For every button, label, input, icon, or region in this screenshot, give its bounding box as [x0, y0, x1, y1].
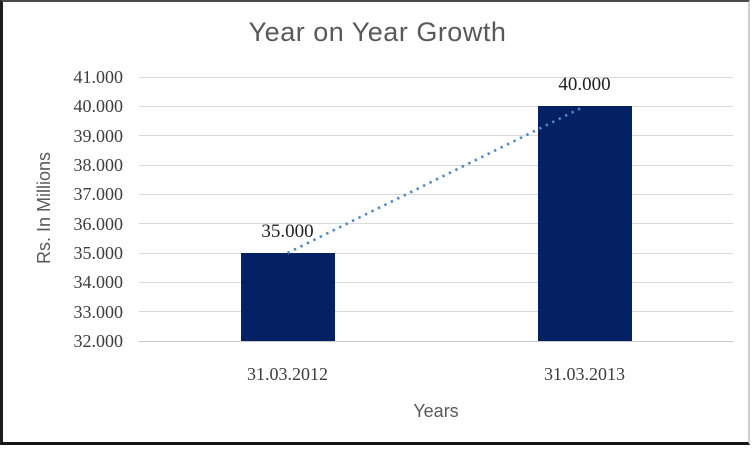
major-gridline — [139, 311, 733, 313]
y-axis-tick-label: 33.000 — [73, 301, 124, 322]
major-gridline — [139, 223, 733, 225]
chart-title: Year on Year Growth — [248, 17, 507, 47]
y-axis-tick-label: 35.000 — [73, 243, 124, 263]
major-gridline — [139, 193, 733, 195]
data-label: 35.000 — [261, 221, 314, 242]
y-axis-title: Rs. In Millions — [34, 151, 54, 265]
major-gridline — [139, 281, 733, 283]
y-axis-tick-label: 34.000 — [73, 272, 124, 293]
y-axis-tick-label: 39.000 — [73, 125, 124, 146]
y-axis-tick-label: 37.000 — [73, 184, 124, 205]
trendline[interactable] — [139, 77, 733, 341]
y-axis-tick-label: 38.000 — [73, 155, 124, 175]
major-gridline — [139, 135, 733, 137]
major-gridline — [139, 76, 733, 78]
x-axis-category-label: 31.03.2012 — [247, 364, 328, 384]
major-gridline — [139, 164, 733, 166]
y-axis-tick-label: 36.000 — [73, 213, 124, 234]
major-gridline — [139, 105, 733, 107]
major-gridline — [139, 252, 733, 254]
y-axis-tick-label: 41.000 — [73, 67, 124, 87]
x-axis-category-label: 31.03.2013 — [544, 364, 625, 384]
x-axis-title: Years — [413, 401, 459, 421]
x-axis-line — [139, 340, 733, 342]
bar-31.03.2013[interactable] — [537, 106, 632, 341]
y-axis-tick-label: 40.000 — [73, 96, 124, 117]
data-label: 40.000 — [558, 74, 611, 96]
bar-31.03.2012[interactable] — [240, 253, 335, 341]
y-axis-tick-label: 32.000 — [73, 331, 124, 351]
